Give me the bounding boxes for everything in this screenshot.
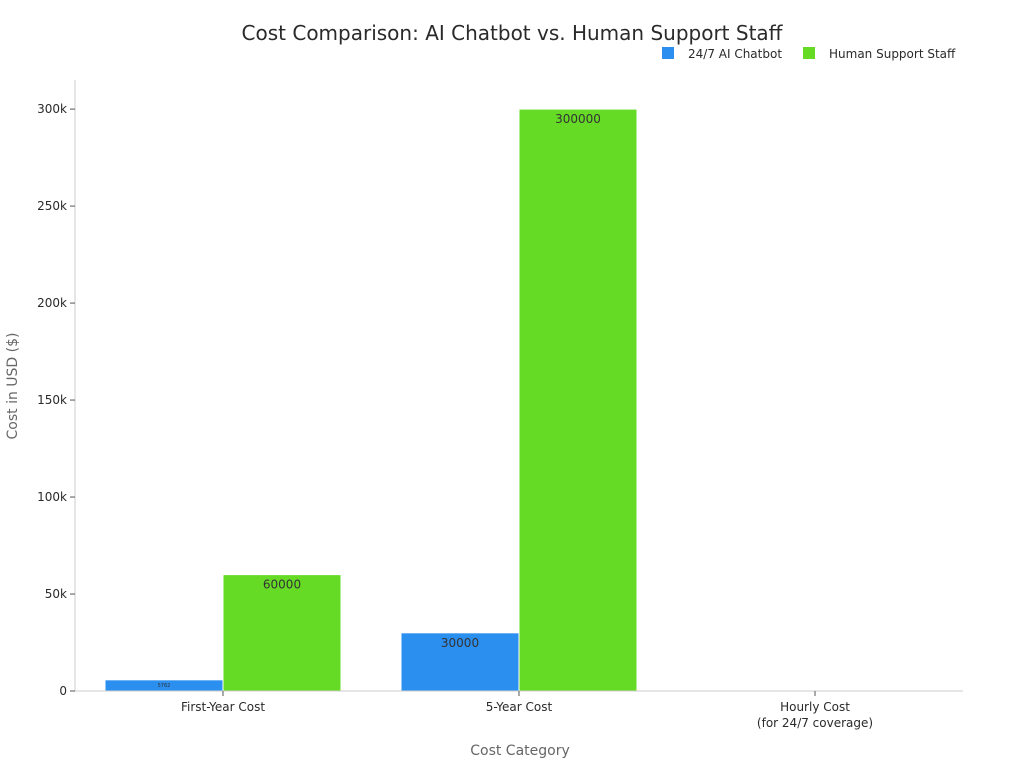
x-axis-title: Cost Category	[470, 743, 570, 759]
legend-label: 24/7 AI Chatbot	[688, 47, 782, 61]
x-tick-label: Hourly Cost (for 24/7 coverage)	[757, 700, 873, 730]
y-axis-ticks: 0 50k 100k 150k 200k 250k 300k	[37, 102, 75, 698]
y-tick-label: 0	[59, 684, 67, 698]
bars	[104, 108, 934, 692]
bar-data-label: 300000	[555, 112, 601, 126]
legend-swatch	[662, 47, 674, 59]
y-axis-title: Cost in USD ($)	[5, 333, 21, 440]
bar-data-label: 30000	[441, 636, 479, 650]
bar-human-staff	[222, 574, 342, 692]
y-tick-label: 100k	[37, 490, 67, 504]
y-tick-label: 250k	[37, 199, 67, 213]
y-tick-label: 200k	[37, 296, 67, 310]
bar-data-label: 60000	[263, 578, 301, 592]
legend: 24/7 AI Chatbot Human Support Staff	[662, 47, 956, 61]
x-tick-label: 5-Year Cost	[486, 700, 553, 714]
bar-human-staff	[518, 108, 638, 692]
x-tick-label: First-Year Cost	[181, 700, 265, 714]
y-tick-label: 150k	[37, 393, 67, 407]
chart-title: Cost Comparison: AI Chatbot vs. Human Su…	[242, 21, 784, 45]
legend-swatch	[803, 47, 815, 59]
bar-labels: 5762 60000 30000 300000	[158, 112, 601, 689]
y-tick-label: 300k	[37, 102, 67, 116]
legend-label: Human Support Staff	[829, 47, 956, 61]
y-tick-label: 50k	[45, 587, 67, 601]
x-axis-ticks: First-Year Cost 5-Year Cost Hourly Cost (fo…	[181, 691, 873, 730]
bar-data-label: 5762	[158, 683, 171, 689]
